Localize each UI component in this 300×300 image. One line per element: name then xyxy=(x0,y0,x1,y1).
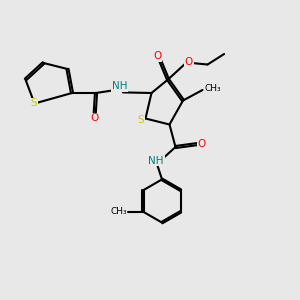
Text: CH₃: CH₃ xyxy=(110,207,127,216)
Text: S: S xyxy=(138,115,144,125)
Text: NH: NH xyxy=(148,155,164,166)
Text: O: O xyxy=(197,139,206,149)
Text: NH: NH xyxy=(112,81,127,92)
Text: O: O xyxy=(185,56,193,67)
Text: O: O xyxy=(153,51,162,61)
Text: O: O xyxy=(90,113,99,124)
Text: S: S xyxy=(31,98,37,109)
Text: CH₃: CH₃ xyxy=(205,84,221,93)
